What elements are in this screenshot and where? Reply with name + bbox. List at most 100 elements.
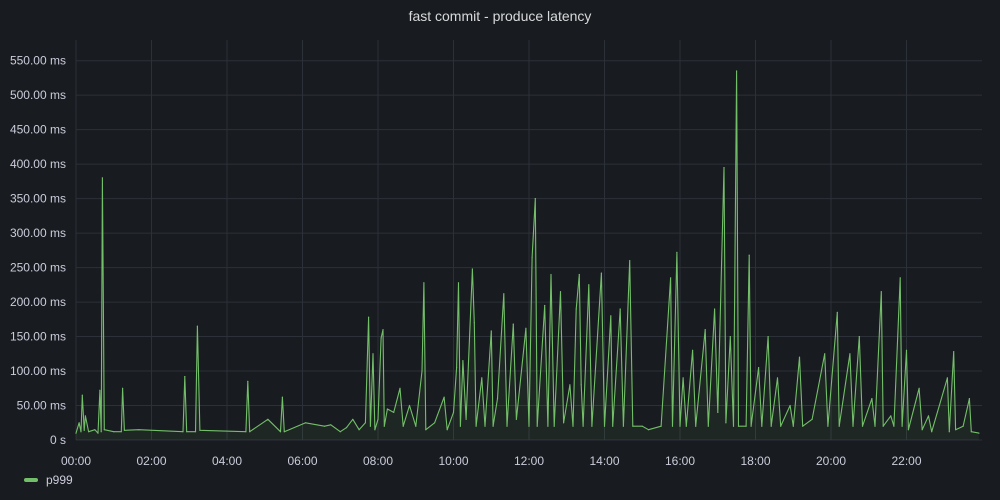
data-point <box>907 429 910 431</box>
data-point <box>528 425 530 427</box>
data-point <box>544 304 546 307</box>
data-point <box>374 429 376 431</box>
data-point <box>382 329 384 331</box>
data-point <box>682 377 684 379</box>
data-point <box>352 418 354 420</box>
y-tick-label: 50.00 ms <box>17 399 66 413</box>
data-point <box>761 425 763 427</box>
y-axis: 0 s 50.00 ms 100.00 ms 150.00 ms 200.00 ms 25… <box>10 54 66 447</box>
data-point <box>852 425 854 427</box>
data-point <box>393 411 395 413</box>
data-point <box>443 396 445 398</box>
data-point <box>245 431 247 433</box>
y-tick-label: 150.00 ms <box>10 330 66 344</box>
legend[interactable]: p999 <box>24 473 73 487</box>
data-point <box>610 315 612 317</box>
y-tick-label: 400.00 ms <box>10 157 66 171</box>
data-point <box>446 429 448 431</box>
data-point <box>953 351 955 353</box>
data-point <box>423 282 425 284</box>
data-point <box>893 425 895 427</box>
data-point <box>481 377 483 379</box>
data-point <box>547 425 549 427</box>
data-point <box>575 308 577 310</box>
data-point <box>789 404 791 407</box>
data-point <box>780 425 782 427</box>
data-point <box>194 431 197 433</box>
data-point <box>80 431 82 433</box>
data-point <box>421 370 423 372</box>
x-tick-label: 18:00 <box>740 454 770 468</box>
data-point <box>641 425 643 427</box>
data-point <box>798 356 801 358</box>
data-point <box>186 431 188 433</box>
data-point <box>473 322 475 324</box>
x-tick-label: 16:00 <box>665 454 695 468</box>
data-point <box>880 291 882 293</box>
data-point <box>122 387 124 389</box>
data-point <box>138 429 140 431</box>
data-point <box>434 422 436 424</box>
data-point <box>415 425 417 427</box>
data-point <box>88 431 90 433</box>
data-point <box>776 377 779 379</box>
data-point <box>770 425 772 427</box>
data-point <box>553 425 555 427</box>
data-point <box>603 425 606 427</box>
data-point <box>380 337 382 339</box>
data-point <box>901 425 903 427</box>
data-point <box>490 330 492 332</box>
data-point <box>750 425 752 427</box>
data-point <box>671 425 674 427</box>
data-point <box>563 422 565 424</box>
data-point <box>758 367 760 369</box>
data-point <box>670 277 672 279</box>
data-point <box>323 425 326 427</box>
data-point <box>457 282 460 284</box>
y-tick-label: 350.00 ms <box>10 192 66 206</box>
data-point <box>622 425 625 427</box>
data-point <box>737 425 740 427</box>
x-tick-label: 12:00 <box>514 454 544 468</box>
data-point <box>330 424 332 426</box>
data-point <box>802 425 804 427</box>
data-point <box>582 425 584 427</box>
legend-label-p999[interactable]: p999 <box>46 473 73 487</box>
x-tick-label: 00:00 <box>61 454 91 468</box>
data-point <box>339 431 341 433</box>
data-point <box>465 418 467 420</box>
data-point <box>580 384 582 386</box>
data-point <box>531 256 533 258</box>
data-point <box>184 376 186 378</box>
data-point <box>525 327 527 329</box>
y-tick-label: 250.00 ms <box>10 261 66 275</box>
data-point <box>827 425 829 427</box>
data-point <box>550 273 552 276</box>
data-point <box>717 411 719 413</box>
data-point <box>729 336 731 338</box>
data-point <box>471 268 473 270</box>
y-tick-label: 100.00 ms <box>10 364 66 378</box>
data-point <box>704 329 706 331</box>
data-point <box>679 425 681 427</box>
x-tick-label: 22:00 <box>891 454 921 468</box>
data-point <box>75 432 77 434</box>
data-point <box>899 277 901 279</box>
data-point <box>425 429 427 431</box>
data-point <box>921 429 923 431</box>
data-point <box>103 429 105 431</box>
data-point <box>364 422 366 424</box>
series-line-p999 <box>75 70 979 434</box>
x-tick-label: 14:00 <box>589 454 619 468</box>
data-point <box>484 425 486 427</box>
data-point <box>836 311 838 313</box>
data-point <box>948 431 950 433</box>
data-point <box>767 336 769 338</box>
data-point <box>475 425 477 427</box>
data-point <box>503 293 505 295</box>
data-point <box>660 425 662 427</box>
x-tick-label: 08:00 <box>363 454 393 468</box>
series-group <box>75 70 980 440</box>
data-point <box>707 425 709 427</box>
